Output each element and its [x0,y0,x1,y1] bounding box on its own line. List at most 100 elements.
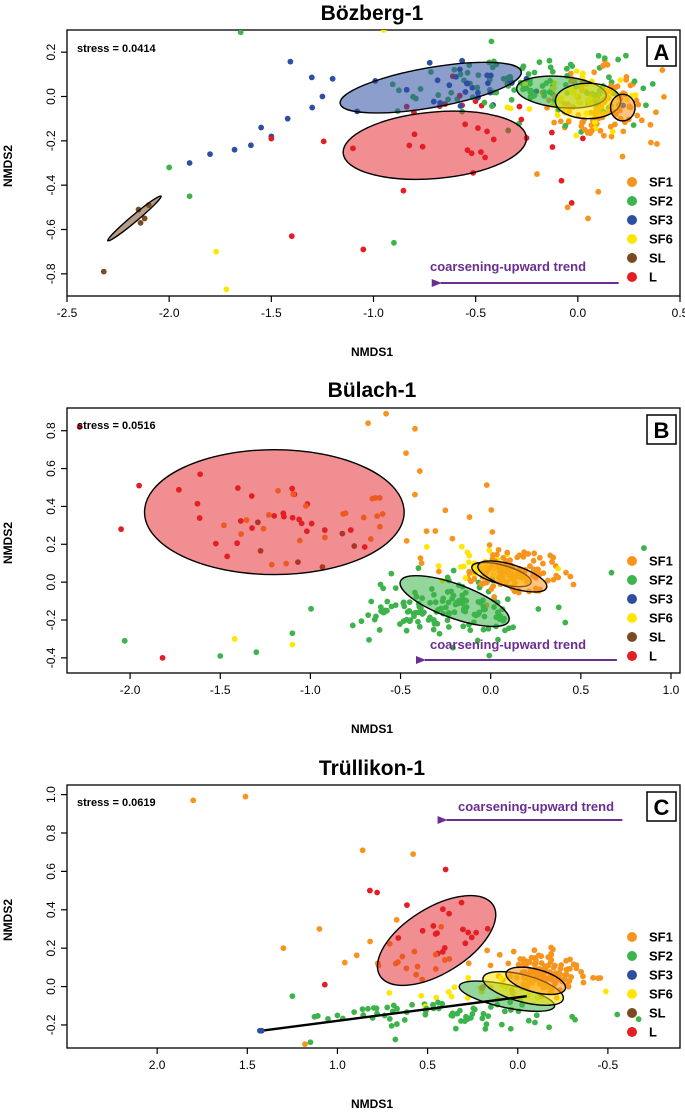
p2-point-sf2 [501,1008,508,1015]
p0-xtick-label: -1.0 [363,306,384,320]
p1-point-sf1 [550,554,557,561]
p0-point-sf2 [640,85,647,92]
p0-legend-marker-sf2 [627,196,637,206]
p1-point-sf1 [570,581,577,588]
p0-point-sf6 [632,92,639,98]
p0-legend-label-sf2: SF2 [649,194,673,209]
p1-point-sf2 [289,630,296,637]
panel-c-label: C [654,795,670,820]
panel-b-legend: SF1 SF2 SF3 SF6 SL L [627,554,673,664]
p1-point-l [76,424,83,430]
p0-legend-label-sl: SL [649,251,666,266]
p0-point-sf3 [248,142,254,149]
p2-ytick-label: 1.0 [44,786,58,803]
p2-legend-marker-sf1 [627,932,637,942]
p2-point-sf1 [563,971,570,978]
p2-point-sf6 [451,984,458,991]
p1-point-sf6 [555,565,561,572]
p2-legend-marker-sf3 [627,970,637,980]
p1-ytick-label: -0.2 [44,609,58,630]
p2-point-sf2 [334,1012,341,1019]
p2-point-sf1 [410,851,417,858]
p1-point-sf6 [462,575,469,581]
p1-point-sf6 [465,559,472,566]
p2-xtick-label: 1.0 [329,1058,346,1072]
p2-ellipse-l [376,894,497,987]
p0-point-sl [100,268,107,275]
p0-point-sf1 [578,123,585,129]
p2-point-sf2 [430,1001,436,1008]
p0-xtick-label: 0.0 [569,306,586,320]
panel-a: Bözberg-1 -2.5 -2.0 -1.5 -1.0 -0.5 0.0 0.5 -0.8… [1,2,685,359]
panel-c-label-box: C [646,791,677,822]
p0-point-sf6 [504,104,511,111]
p2-point-sf1 [359,847,366,854]
p2-point-sf1 [515,961,522,968]
p1-point-sf1 [495,546,502,553]
p0-point-sf1 [595,188,602,195]
panel-b-label: B [654,418,670,443]
p2-point-sf2 [393,1021,400,1027]
panel-c-stress: stress = 0.0619 [77,797,156,809]
p0-point-sf1 [585,215,591,222]
p2-xtick-label: 0.0 [509,1058,526,1072]
p1-legend-label-sf6: SF6 [649,611,673,626]
p1-point-sf1 [466,514,473,520]
p1-point-sf1 [520,553,527,560]
p0-point-sf3 [287,58,294,65]
p2-point-sf2 [569,1013,576,1020]
p0-legend-marker-l [627,272,637,282]
p2-point-sf1 [549,946,556,953]
p2-point-sf2 [471,1006,478,1013]
p2-xtick-label: 1.5 [239,1058,256,1072]
p2-point-sf6 [433,994,440,1001]
p2-xtick-label: 2.0 [149,1058,166,1072]
p2-point-sf1 [552,962,558,969]
p1-point-sf1 [403,450,409,456]
p2-legend-label-sf2: SF2 [649,949,673,964]
p0-point-sf1 [620,128,627,135]
p1-point-sf1 [549,559,555,565]
p1-ellipse-l [143,448,405,576]
p2-point-sf2 [401,1017,408,1023]
panel-a-ylabel: NMDS2 [1,145,15,187]
p0-point-sf2 [391,239,397,246]
p1-legend-marker-l [627,651,637,661]
p1-point-sf2 [480,626,487,633]
p2-point-l [366,887,373,894]
p1-point-sf1 [449,535,456,542]
panel-b-plot: -2.0 -1.5 -1.0 -0.5 0.0 0.5 1.0 -0.4 -0.2 0.0 0.2 0… [44,407,681,697]
p1-point-l [159,654,166,661]
p0-point-sf1 [534,171,540,177]
p2-point-sf1 [531,947,538,954]
p0-point-sf1 [634,112,641,119]
p2-point-sf2 [325,1016,331,1022]
panel-a-title: Bözberg-1 [321,2,424,25]
p2-point-sf2 [435,999,441,1006]
p2-point-sf6 [448,993,455,1000]
p2-point-sf2 [409,1001,415,1008]
p1-point-sf6 [486,547,493,554]
p0-point-sf1 [638,117,645,124]
p0-point-l [558,177,565,184]
p1-point-sf2 [392,602,399,609]
p2-legend-label-l: L [649,1025,657,1040]
p1-legend-label-l: L [649,649,657,664]
p1-point-l [118,526,124,533]
p1-legend-marker-sl [627,632,637,642]
panel-c: Trüllikon-1 2.0 1.5 1.0 0.5 0.0 -0.5 -0.2 0.0 0.… [1,757,681,1111]
p0-legend-label-sf6: SF6 [649,232,673,247]
p0-point-sf6 [526,106,533,112]
p0-legend-label-sf1: SF1 [649,175,673,190]
p0-point-sf2 [563,65,570,72]
p2-point-sf1 [567,965,573,972]
p0-point-sf3 [284,115,291,122]
p1-point-sf2 [555,604,562,611]
p2-marks [190,793,642,1048]
p2-point-sf1 [353,952,360,959]
p2-point-sf1 [496,951,503,958]
panel-b-title: Bülach-1 [328,379,417,402]
p1-point-sf1 [488,507,495,513]
p1-point-sf2 [349,622,356,629]
p1-point-sf1 [504,549,511,556]
